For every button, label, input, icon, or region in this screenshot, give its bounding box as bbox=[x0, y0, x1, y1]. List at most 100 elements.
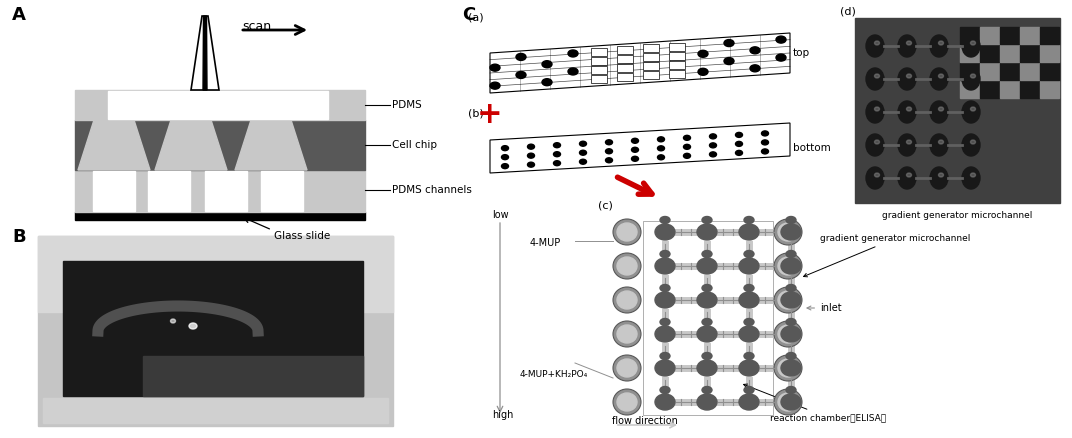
Polygon shape bbox=[203, 16, 207, 90]
Ellipse shape bbox=[930, 35, 948, 57]
Ellipse shape bbox=[938, 74, 943, 78]
Bar bbox=[669, 70, 685, 78]
Ellipse shape bbox=[907, 107, 911, 111]
Ellipse shape bbox=[735, 132, 743, 138]
Bar bbox=[205, 171, 247, 211]
Bar bbox=[961, 63, 979, 80]
Ellipse shape bbox=[786, 318, 796, 325]
Ellipse shape bbox=[962, 134, 980, 156]
Ellipse shape bbox=[930, 68, 948, 90]
Ellipse shape bbox=[516, 71, 526, 78]
Ellipse shape bbox=[660, 251, 670, 258]
Text: (c): (c) bbox=[598, 200, 613, 210]
Bar bbox=[617, 73, 632, 81]
Ellipse shape bbox=[580, 150, 586, 155]
Ellipse shape bbox=[898, 68, 915, 90]
Ellipse shape bbox=[189, 323, 197, 329]
Ellipse shape bbox=[970, 140, 976, 144]
Ellipse shape bbox=[613, 253, 641, 279]
Ellipse shape bbox=[962, 35, 980, 57]
Ellipse shape bbox=[875, 140, 879, 144]
Text: top: top bbox=[793, 48, 810, 58]
Ellipse shape bbox=[962, 101, 980, 123]
Ellipse shape bbox=[735, 150, 743, 155]
Bar bbox=[75, 120, 364, 170]
Ellipse shape bbox=[962, 167, 980, 189]
Bar bbox=[260, 171, 303, 211]
Ellipse shape bbox=[970, 107, 976, 111]
Bar bbox=[643, 62, 659, 70]
Text: high: high bbox=[492, 410, 513, 420]
Ellipse shape bbox=[866, 167, 884, 189]
Bar bbox=[75, 90, 364, 120]
Text: inlet: inlet bbox=[807, 303, 842, 313]
Ellipse shape bbox=[606, 158, 612, 163]
Text: low: low bbox=[492, 210, 508, 220]
Text: PDMS channels: PDMS channels bbox=[392, 185, 472, 195]
Ellipse shape bbox=[781, 326, 801, 342]
Ellipse shape bbox=[866, 68, 884, 90]
Ellipse shape bbox=[617, 291, 637, 309]
Ellipse shape bbox=[786, 386, 796, 393]
Ellipse shape bbox=[606, 149, 612, 154]
Ellipse shape bbox=[739, 394, 759, 410]
Text: 4-MUP: 4-MUP bbox=[530, 238, 562, 248]
Bar bbox=[1019, 63, 1039, 80]
Bar bbox=[38, 236, 393, 426]
Ellipse shape bbox=[875, 107, 879, 111]
Text: PDMS: PDMS bbox=[392, 100, 421, 110]
Text: scan: scan bbox=[242, 20, 271, 33]
Ellipse shape bbox=[655, 326, 675, 342]
Ellipse shape bbox=[866, 101, 884, 123]
Ellipse shape bbox=[778, 291, 798, 309]
Polygon shape bbox=[191, 16, 219, 90]
Ellipse shape bbox=[761, 140, 769, 145]
Ellipse shape bbox=[786, 285, 796, 292]
Ellipse shape bbox=[761, 131, 769, 136]
Bar bbox=[643, 53, 659, 61]
Ellipse shape bbox=[774, 219, 802, 245]
Bar bbox=[38, 236, 393, 312]
Bar bbox=[143, 356, 363, 396]
Ellipse shape bbox=[778, 359, 798, 377]
Ellipse shape bbox=[697, 394, 717, 410]
Bar bbox=[1000, 45, 1019, 62]
Text: (d): (d) bbox=[840, 6, 855, 16]
Ellipse shape bbox=[697, 326, 717, 342]
Bar bbox=[643, 44, 659, 52]
Ellipse shape bbox=[866, 134, 884, 156]
Ellipse shape bbox=[660, 285, 670, 292]
Bar bbox=[1040, 81, 1059, 98]
Ellipse shape bbox=[617, 359, 637, 377]
Bar bbox=[669, 52, 685, 60]
Ellipse shape bbox=[735, 141, 743, 146]
Text: reaction chamber（ELISA）: reaction chamber（ELISA） bbox=[744, 384, 887, 422]
Ellipse shape bbox=[617, 393, 637, 411]
Text: (b): (b) bbox=[468, 108, 483, 118]
Text: (a): (a) bbox=[468, 13, 483, 23]
Ellipse shape bbox=[502, 164, 508, 169]
Ellipse shape bbox=[744, 251, 754, 258]
Text: gradient generator microchannel: gradient generator microchannel bbox=[882, 211, 1032, 220]
Ellipse shape bbox=[613, 321, 641, 347]
Ellipse shape bbox=[684, 153, 690, 158]
Bar bbox=[591, 66, 607, 74]
Ellipse shape bbox=[739, 360, 759, 376]
Bar bbox=[1040, 45, 1059, 62]
Ellipse shape bbox=[744, 216, 754, 223]
Ellipse shape bbox=[778, 393, 798, 411]
Ellipse shape bbox=[702, 285, 712, 292]
Ellipse shape bbox=[527, 162, 535, 167]
Text: Cell chip: Cell chip bbox=[392, 140, 437, 150]
Ellipse shape bbox=[786, 216, 796, 223]
Ellipse shape bbox=[698, 68, 708, 75]
Ellipse shape bbox=[739, 292, 759, 308]
Bar bbox=[63, 261, 363, 396]
Ellipse shape bbox=[553, 143, 561, 148]
Bar bbox=[591, 57, 607, 65]
Bar bbox=[961, 81, 979, 98]
Bar bbox=[643, 221, 773, 415]
Ellipse shape bbox=[938, 140, 943, 144]
Bar bbox=[148, 171, 190, 211]
Bar bbox=[669, 42, 685, 50]
